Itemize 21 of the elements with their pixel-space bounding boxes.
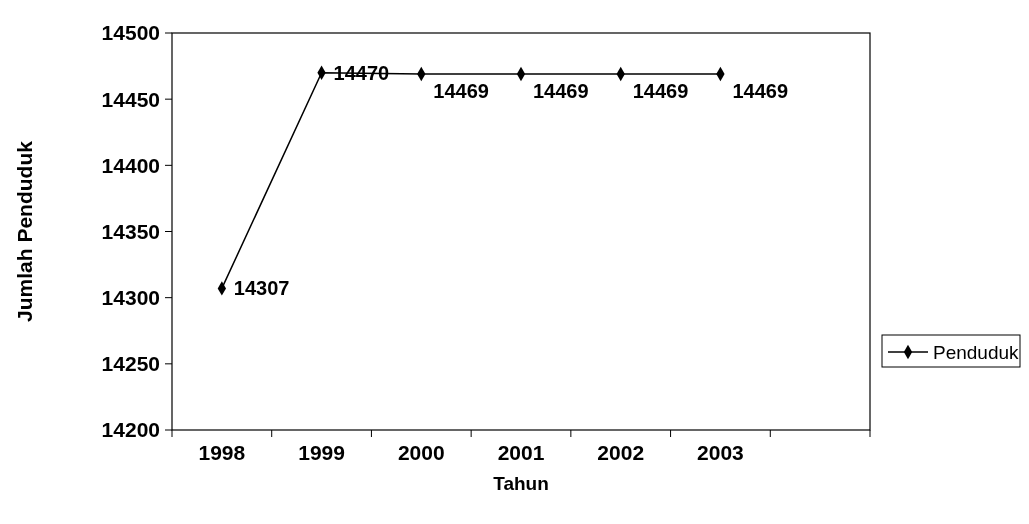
data-label: 14469 [533,80,589,103]
y-tick-label: 14350 [101,219,160,243]
y-tick-label: 14450 [101,87,160,111]
x-tick-label: 2003 [697,441,744,464]
legend-label: Penduduk [933,341,1020,363]
data-label: 14307 [233,277,290,300]
y-tick-label: 14400 [101,153,160,177]
x-tick-label: 2001 [497,441,545,464]
x-tick-label: 2002 [597,441,645,464]
y-axis-title: Jumlah Penduduk [13,140,36,322]
data-label: 14469 [632,80,689,103]
y-tick-label: 14250 [101,352,160,376]
x-tick-label: 1999 [298,441,345,464]
data-label: 14469 [732,80,789,103]
y-tick-label: 14300 [101,286,160,310]
y-tick-label: 14500 [101,21,160,45]
x-tick-label: 1998 [198,441,246,464]
data-label: 14469 [433,80,489,103]
x-tick-label: 2000 [397,441,445,464]
x-axis-title: Tahun [493,473,549,494]
y-tick-label: 14200 [101,418,160,442]
